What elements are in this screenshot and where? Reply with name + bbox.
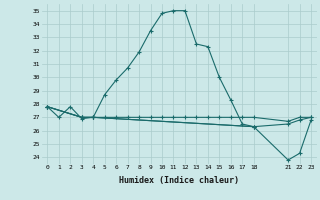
X-axis label: Humidex (Indice chaleur): Humidex (Indice chaleur) [119,176,239,185]
